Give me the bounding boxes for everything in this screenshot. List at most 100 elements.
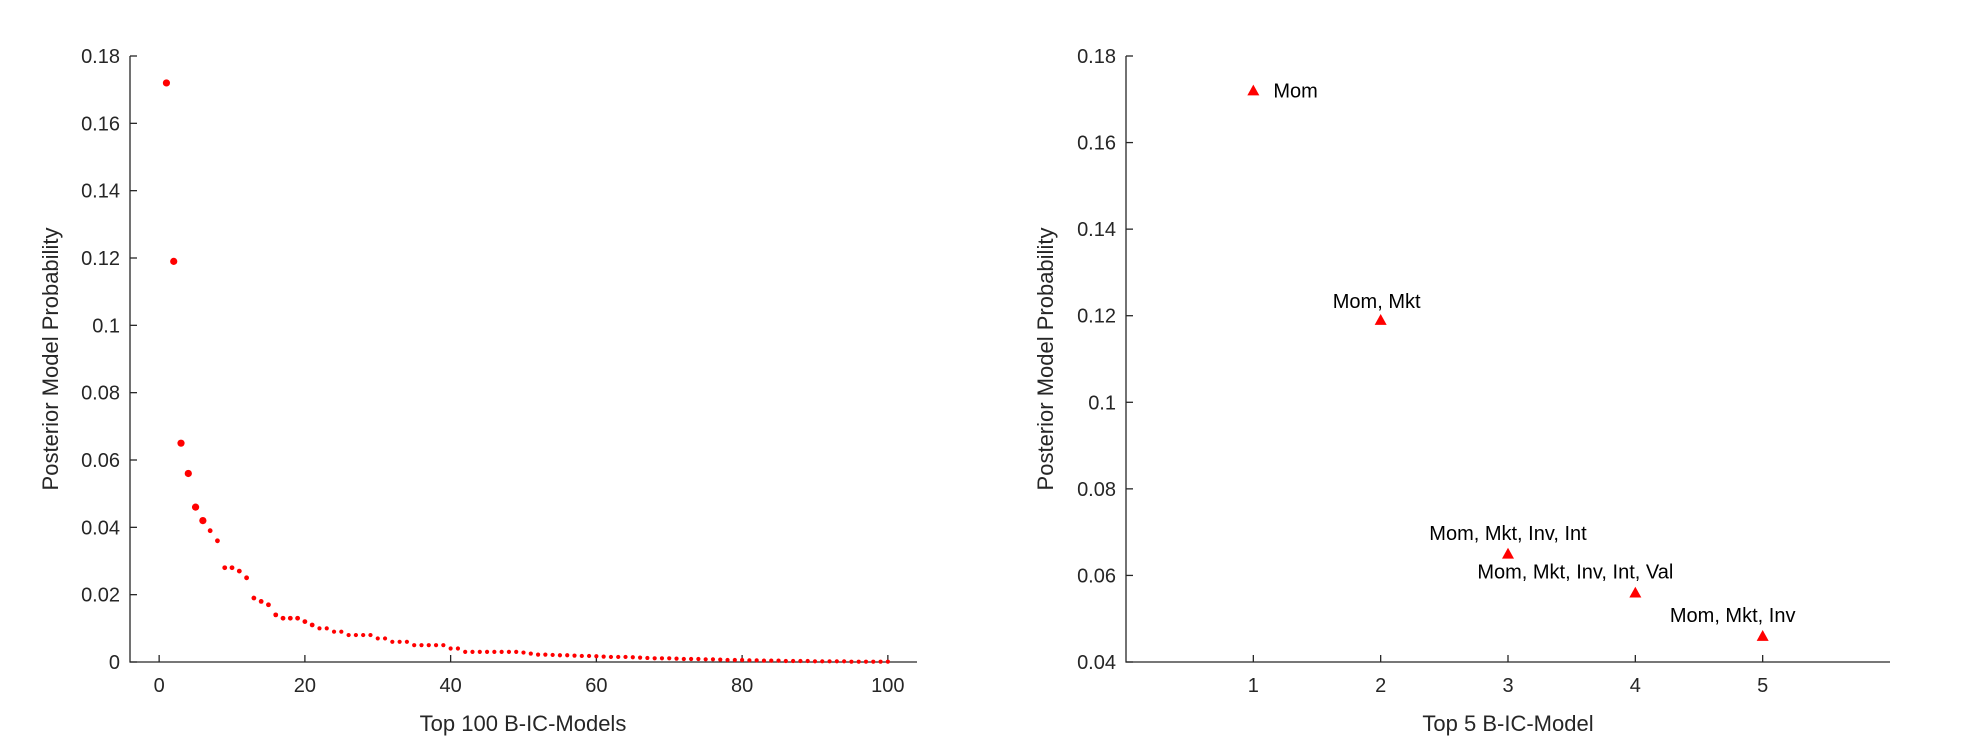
left-data-point [798, 658, 803, 664]
right-point-annotation: Mom [1273, 81, 1317, 103]
left-data-point [375, 636, 380, 641]
left-data-point [871, 659, 876, 664]
left-data-point [273, 612, 279, 618]
left-data-point [339, 629, 344, 634]
left-data-point [776, 658, 781, 663]
left-data-point [506, 649, 512, 655]
right-data-point [1502, 547, 1514, 559]
left-data-point [280, 615, 286, 621]
left-data-point [674, 656, 679, 661]
left-data-point [820, 659, 825, 664]
left-data-point [162, 79, 171, 87]
left-data-point [637, 655, 643, 660]
right-x-ticks: 1 2 3 4 5 [1248, 655, 1768, 697]
left-data-point [382, 636, 388, 641]
left-data-point [681, 656, 686, 662]
left-y-tick-label: 0.12 [81, 248, 120, 270]
right-y-tick-label: 0.1 [1088, 392, 1116, 414]
right-x-tick-label: 4 [1630, 675, 1641, 697]
left-data-point [732, 657, 737, 663]
left-data-point [390, 639, 395, 644]
right-x-tick-label: 2 [1375, 675, 1386, 697]
left-data-point [215, 538, 220, 544]
left-y-tick-label: 0.06 [81, 450, 120, 472]
left-data-point [579, 653, 584, 659]
left-x-ticks: 0 20 40 60 80 100 [154, 655, 905, 697]
right-x-axis-label: Top 5 B-IC-Model [1422, 711, 1593, 736]
left-data-point [207, 528, 213, 534]
left-data-point [331, 629, 337, 634]
left-data-point [535, 652, 541, 657]
left-data-point [557, 653, 563, 658]
left-data-point [834, 659, 839, 664]
left-data-point [616, 654, 621, 660]
right-point-annotation: Mom, Mkt [1333, 291, 1421, 313]
left-data-point [441, 643, 446, 648]
left-data-point [696, 656, 701, 662]
left-data-point [236, 568, 242, 574]
left-data-point [769, 658, 774, 663]
left-data-point [565, 653, 570, 658]
left-data-point [725, 657, 730, 663]
right-data-point [1374, 314, 1387, 325]
left-data-point [184, 469, 192, 478]
left-data-point [287, 615, 293, 621]
left-data-point [177, 439, 185, 447]
left-data-point [667, 656, 672, 661]
left-data-point [521, 650, 526, 655]
left-x-tick-label: 100 [871, 675, 904, 697]
right-x-tick-label: 5 [1757, 675, 1768, 697]
left-data-point [170, 257, 178, 265]
left-data-point [703, 657, 708, 662]
left-data-point [812, 659, 818, 664]
left-y-tick-label: 0.08 [81, 383, 120, 405]
left-data-point [594, 654, 599, 659]
left-data-point [199, 517, 207, 525]
chart-top-5-models: 0.04 0.06 0.08 0.1 0.12 0.14 0.16 0.18 1 2 3 4 5 Mo… [1033, 46, 1890, 736]
left-data-point [361, 632, 366, 638]
left-y-tick-label: 0.16 [81, 113, 120, 135]
left-y-ticks: 0 0.02 0.04 0.06 0.08 0.1 0.12 0.14 0.16 0.18 [81, 46, 137, 674]
left-y-tick-label: 0 [109, 652, 120, 674]
left-x-tick-label: 20 [294, 675, 316, 697]
left-data-point [783, 658, 788, 664]
left-y-tick-label: 0.1 [92, 315, 120, 337]
left-data-point [514, 649, 519, 655]
left-x-tick-label: 0 [154, 675, 165, 697]
left-data-point [324, 626, 329, 631]
left-data-point [842, 659, 847, 664]
left-y-tick-label: 0.14 [81, 181, 120, 203]
left-data-point [317, 626, 322, 631]
right-data-point [1629, 586, 1642, 598]
left-data-point [754, 658, 759, 663]
left-data-point [623, 654, 628, 660]
left-x-tick-label: 40 [440, 675, 462, 697]
left-x-tick-label: 80 [731, 675, 753, 697]
left-data-point [346, 632, 351, 638]
right-y-tick-label: 0.06 [1077, 565, 1116, 587]
left-data-point [404, 639, 410, 644]
left-data-point [492, 649, 497, 655]
left-data-point [805, 658, 810, 664]
left-data-point [463, 649, 468, 655]
left-data-point [689, 656, 694, 662]
left-data-point [885, 659, 890, 664]
left-data-point [397, 639, 402, 644]
right-point-annotation: Mom, Mkt, Inv, Int, Val [1477, 562, 1673, 584]
right-data-points [1247, 84, 1769, 641]
left-data-point [601, 654, 606, 659]
left-data-point [856, 659, 861, 664]
left-data-point [470, 649, 475, 655]
left-data-point [244, 575, 249, 581]
right-y-tick-label: 0.16 [1077, 133, 1116, 155]
left-data-point [740, 657, 745, 663]
left-data-point [368, 632, 373, 638]
left-data-point [761, 658, 767, 663]
right-y-axis-label: Posterior Model Probability [1033, 228, 1058, 491]
right-point-annotation: Mom, Mkt, Inv [1670, 605, 1796, 627]
left-data-point [827, 659, 832, 664]
left-data-point [878, 659, 883, 664]
left-data-point [572, 653, 577, 658]
left-data-point [791, 658, 796, 664]
